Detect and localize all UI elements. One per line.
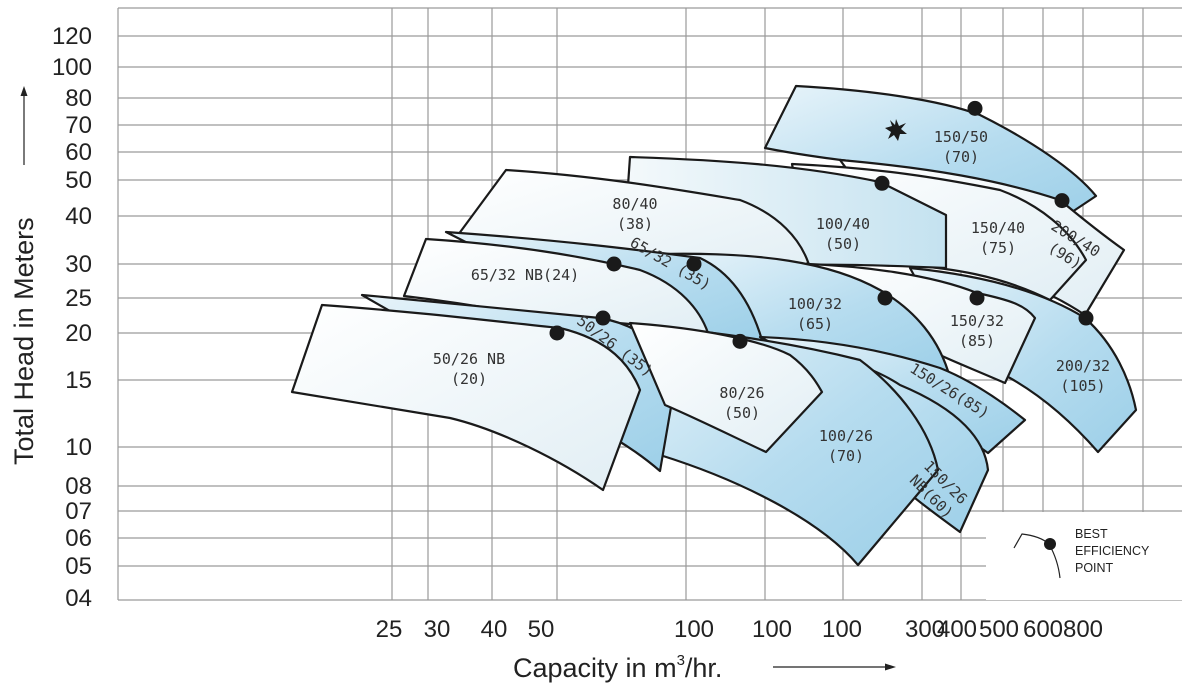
- zone-label: 100/26 (70): [819, 427, 873, 465]
- zone-label-line: 65/32 NB(24): [471, 266, 579, 284]
- zone-label-line: (38): [617, 215, 653, 233]
- x-axis-title-sup: 3: [677, 652, 685, 669]
- zone-label-line: 80/40: [612, 195, 657, 213]
- zone-label-line: 50/26 NB: [433, 350, 505, 368]
- bep-dot: [967, 100, 983, 116]
- legend-bep-dot-icon: [1044, 538, 1056, 550]
- bep-dot: [1078, 310, 1094, 326]
- x-axis-title-tail: /hr.: [685, 653, 723, 683]
- zone-label-line: 150/50: [934, 128, 988, 146]
- x-tick-label: 30: [424, 616, 451, 643]
- pump-zone: [290, 303, 642, 492]
- zone-label-line: 100/32: [788, 295, 842, 313]
- zone-label-line: (105): [1060, 377, 1105, 395]
- x-tick-label: 500: [979, 616, 1019, 643]
- y-tick-label: 08: [65, 473, 92, 500]
- x-tick-label: 25: [376, 616, 403, 643]
- zone-label: 150/50 (70): [934, 128, 988, 166]
- zone-label-line: 200/32: [1056, 357, 1110, 375]
- zone-label-line: 150/40: [971, 219, 1025, 237]
- y-tick-label: 07: [65, 498, 92, 525]
- y-tick-label: 25: [65, 285, 92, 312]
- x-tick-label: 400: [937, 616, 977, 643]
- y-tick-label: 10: [65, 434, 92, 461]
- zone-label: 80/26 (50): [719, 384, 764, 422]
- star-marker-icon: [885, 119, 907, 141]
- y-tick-label: 06: [65, 525, 92, 552]
- legend: BEST EFFICIENCY POINT: [986, 512, 1182, 600]
- y-tick-label: 30: [65, 251, 92, 278]
- x-axis-title: Capacity in m3/hr.: [513, 652, 722, 683]
- x-tick-label: 100: [822, 616, 862, 643]
- y-axis-arrow-head-icon: [20, 86, 28, 96]
- x-tick-label: 600: [1023, 616, 1063, 643]
- zone-label: 150/32 (85): [950, 312, 1004, 350]
- zone-label: 65/32 NB(24): [471, 266, 579, 284]
- y-tick-label: 20: [65, 320, 92, 347]
- y-tick-label: 15: [65, 367, 92, 394]
- y-tick-label: 05: [65, 553, 92, 580]
- y-tick-label: 80: [65, 85, 92, 112]
- zone-label-line: (65): [797, 315, 833, 333]
- zone-label-line: (70): [828, 447, 864, 465]
- x-tick-label: 800: [1063, 616, 1103, 643]
- y-axis-title: Total Head in Meters: [9, 217, 39, 465]
- x-axis-title-main: Capacity in m: [513, 653, 677, 683]
- legend-line-3: POINT: [1075, 561, 1114, 575]
- zone-label-line: 100/26: [819, 427, 873, 445]
- zone-label: 80/40 (38): [612, 195, 657, 233]
- zone-label-line: (75): [980, 239, 1016, 257]
- y-tick-label: 60: [65, 139, 92, 166]
- zone-label: 150/40 (75): [971, 219, 1025, 257]
- bep-dot: [686, 256, 702, 272]
- zone-label-line: (20): [451, 370, 487, 388]
- legend-line-2: EFFICIENCY: [1075, 544, 1150, 558]
- zone-label-line: (85): [959, 332, 995, 350]
- y-tick-label: 100: [52, 54, 92, 81]
- zone-label-line: (50): [724, 404, 760, 422]
- zone-label: 100/40 (50): [816, 215, 870, 253]
- y-tick-label: 120: [52, 23, 92, 50]
- y-tick-label: 40: [65, 203, 92, 230]
- y-tick-label: 70: [65, 112, 92, 139]
- bep-dot: [595, 310, 611, 326]
- zone-label: 200/32 (105): [1056, 357, 1110, 395]
- x-axis-arrow-head-icon: [885, 663, 896, 671]
- bep-dot: [549, 325, 565, 341]
- zone-label: 50/26 NB (20): [433, 350, 505, 388]
- bep-dot: [877, 290, 893, 306]
- bep-dot: [969, 290, 985, 306]
- bep-dot: [606, 256, 622, 272]
- bep-dot: [732, 333, 748, 349]
- zone-label-line: (50): [825, 235, 861, 253]
- x-tick-label: 100: [752, 616, 792, 643]
- y-tick-label: 04: [65, 585, 92, 612]
- best-efficiency-points: [549, 100, 1094, 349]
- legend-line-1: BEST: [1075, 527, 1108, 541]
- x-tick-label: 40: [481, 616, 508, 643]
- x-tick-label: 100: [674, 616, 714, 643]
- zone-label-line: 100/40: [816, 215, 870, 233]
- bep-dot: [1054, 193, 1070, 209]
- zone-label-line: 150/32: [950, 312, 1004, 330]
- pump-zones: [290, 84, 1138, 567]
- zone-label-line: (70): [943, 148, 979, 166]
- x-tick-label: 50: [528, 616, 555, 643]
- zone-label: 100/32 (65): [788, 295, 842, 333]
- bep-dot: [874, 175, 890, 191]
- zone-label-line: 80/26: [719, 384, 764, 402]
- x-tick-label: 300: [905, 616, 945, 643]
- pump-zone: [628, 321, 824, 454]
- legend-box: [986, 512, 1182, 600]
- y-tick-label: 50: [65, 167, 92, 194]
